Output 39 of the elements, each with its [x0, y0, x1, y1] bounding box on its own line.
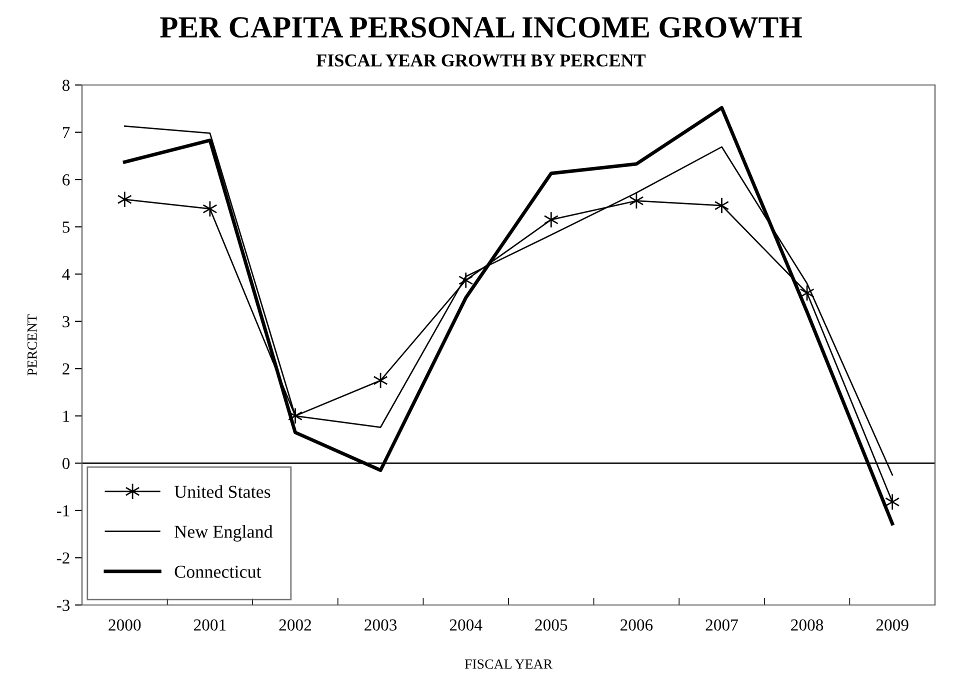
y-tick-label: 6: [62, 174, 70, 186]
point: [800, 284, 814, 302]
point: [458, 272, 474, 289]
x-tick-label: 2006: [620, 619, 653, 631]
y-tick-label: -2: [56, 552, 70, 564]
chart-subtitle: FISCAL YEAR GROWTH BY PERCENT: [316, 54, 646, 67]
y-tick-label: 7: [62, 127, 70, 138]
point: [885, 494, 900, 510]
x-tick-label: 2001: [194, 619, 226, 631]
x-tick-label: 2003: [364, 619, 397, 631]
point: [373, 372, 388, 389]
point: [714, 197, 730, 214]
x-axis-title: FISCAL YEAR: [464, 659, 553, 669]
x-tick-label: 2005: [535, 619, 568, 631]
legend-label: New England: [174, 525, 273, 542]
point: [288, 408, 303, 424]
point: [544, 211, 558, 228]
legend-label: United States: [174, 485, 270, 498]
chart-title: PER CAPITA PERSONAL INCOME GROWTH: [160, 17, 802, 38]
x-tick-label: 2007: [706, 619, 738, 631]
legend-label: Connecticut: [174, 566, 262, 578]
y-tick-label: 3: [62, 316, 70, 328]
x-tick-label: 2009: [876, 619, 908, 631]
point: [117, 191, 132, 208]
x-tick-label: 2002: [279, 619, 311, 631]
x-tick-label: 2008: [791, 619, 824, 631]
point: [629, 192, 644, 210]
y-tick-label: 2: [62, 363, 70, 374]
y-tick-label: 1: [63, 410, 70, 422]
point: [202, 200, 218, 218]
y-tick-label: -3: [56, 600, 70, 611]
x-tick-label: 2004: [450, 619, 482, 631]
y-tick-label: 0: [62, 458, 70, 470]
y-tick-label: 4: [62, 268, 70, 280]
y-tick-label: -1: [56, 505, 70, 516]
x-tick-label: 2000: [108, 619, 141, 631]
y-axis-title: PERCENT: [27, 314, 37, 376]
y-tick-label: 8: [62, 80, 70, 91]
y-tick-label: 5: [62, 222, 70, 233]
